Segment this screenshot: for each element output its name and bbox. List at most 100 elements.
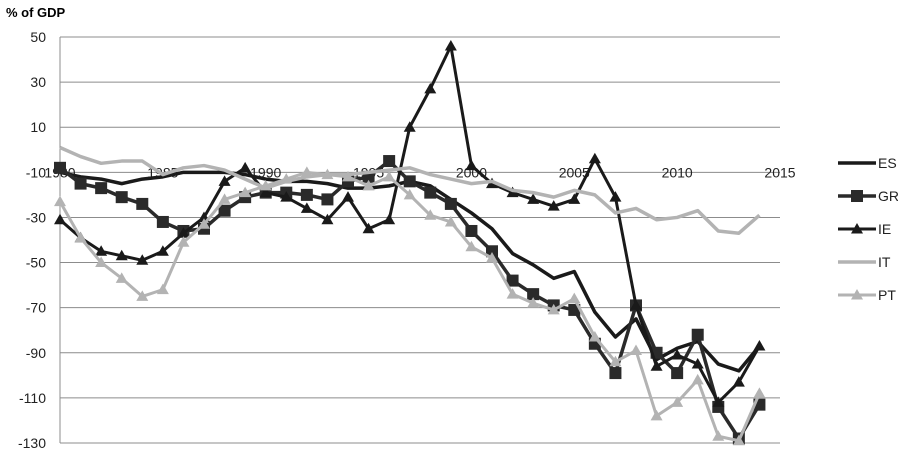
data-point-marker	[54, 195, 66, 207]
data-point-marker	[54, 161, 66, 174]
data-point-marker	[321, 168, 334, 180]
series-line	[59, 145, 761, 235]
data-point-marker	[383, 155, 396, 168]
y-tick-label: -110	[19, 390, 46, 406]
data-point-marker	[383, 213, 396, 225]
data-point-marker	[74, 177, 87, 190]
data-point-marker	[527, 193, 540, 204]
data-point-marker	[609, 367, 622, 380]
data-point-marker	[465, 159, 478, 171]
data-point-marker	[259, 186, 272, 198]
data-point-marker	[444, 40, 457, 51]
data-point-marker	[712, 430, 725, 441]
data-point-marker	[280, 191, 293, 202]
data-point-marker	[156, 245, 169, 256]
series-it	[59, 145, 761, 235]
data-point-marker	[403, 188, 416, 200]
x-tick-label: 2010	[662, 164, 693, 180]
data-point-marker	[136, 290, 149, 301]
data-point-marker	[650, 360, 663, 371]
legend-marker	[851, 289, 863, 300]
data-point-marker	[609, 191, 622, 202]
data-point-marker	[444, 215, 457, 227]
data-point-marker	[54, 213, 66, 225]
y-axis-title: % of GDP	[6, 5, 66, 20]
data-point-marker	[115, 249, 128, 261]
data-point-marker	[321, 213, 334, 225]
y-tick-label: -70	[26, 300, 46, 316]
series-line	[58, 159, 761, 441]
data-point-marker	[630, 344, 642, 356]
y-tick-label: 30	[30, 74, 46, 90]
data-point-marker	[95, 182, 108, 195]
data-point-marker	[465, 240, 478, 252]
y-tick-label: -90	[26, 345, 46, 361]
y-tick-label: 50	[30, 29, 46, 45]
data-point-marker	[691, 328, 704, 341]
data-point-marker	[95, 256, 108, 268]
legend-label: ES	[878, 155, 897, 171]
data-point-marker	[239, 161, 252, 173]
y-tick-label: -10	[26, 164, 46, 180]
data-point-marker	[403, 175, 416, 188]
x-tick-label: 2005	[559, 164, 590, 180]
data-point-marker	[732, 434, 745, 446]
data-point-marker	[753, 387, 766, 398]
data-point-marker	[568, 193, 581, 204]
data-point-marker	[506, 274, 519, 287]
data-point-marker	[486, 252, 498, 263]
data-point-marker	[671, 396, 684, 407]
legend-item-es: ES	[838, 155, 897, 171]
data-point-marker	[362, 222, 375, 234]
data-point-marker	[650, 409, 663, 421]
y-tick-label: -30	[26, 209, 46, 225]
data-point-marker	[239, 186, 252, 198]
data-point-marker	[362, 179, 375, 191]
data-point-marker	[156, 215, 169, 228]
data-point-marker	[568, 292, 581, 304]
y-tick-label: -130	[18, 435, 46, 451]
data-point-marker	[424, 82, 437, 94]
series-ie	[54, 40, 766, 407]
data-point-marker	[609, 355, 622, 367]
data-point-marker	[300, 202, 313, 213]
data-point-marker	[198, 218, 210, 229]
data-point-marker	[95, 245, 108, 256]
data-point-marker	[527, 297, 540, 308]
legend-item-it: IT	[838, 254, 891, 270]
legend-label: PT	[878, 287, 896, 303]
data-point-marker	[177, 236, 190, 247]
data-point-marker	[630, 299, 642, 310]
data-point-marker	[691, 373, 704, 385]
legend-label: IT	[878, 254, 891, 270]
legend-marker	[851, 223, 863, 234]
data-point-marker	[527, 288, 540, 301]
x-tick-label: 2000	[456, 164, 487, 180]
data-point-marker	[259, 179, 272, 191]
data-point-marker	[218, 175, 231, 186]
data-point-marker	[486, 245, 498, 258]
y-tick-label: 10	[30, 119, 46, 135]
data-point-marker	[218, 193, 231, 204]
data-point-marker	[753, 340, 766, 351]
data-point-marker	[671, 367, 684, 380]
series-pt	[54, 166, 766, 446]
data-point-marker	[547, 303, 560, 315]
data-point-marker	[671, 349, 684, 360]
data-point-marker	[156, 283, 169, 295]
data-point-marker	[732, 376, 745, 387]
data-point-marker	[300, 166, 313, 177]
data-point-marker	[424, 186, 437, 199]
data-point-marker	[177, 227, 190, 238]
data-point-marker	[74, 231, 87, 243]
data-point-marker	[342, 170, 354, 182]
data-point-marker	[444, 197, 457, 210]
legend-marker	[851, 190, 863, 202]
data-point-marker	[342, 191, 354, 202]
grid-lines	[59, 36, 780, 444]
legend-label: GR	[878, 188, 898, 204]
data-point-marker	[136, 254, 149, 265]
series-es	[59, 170, 761, 373]
series-line	[59, 170, 761, 373]
